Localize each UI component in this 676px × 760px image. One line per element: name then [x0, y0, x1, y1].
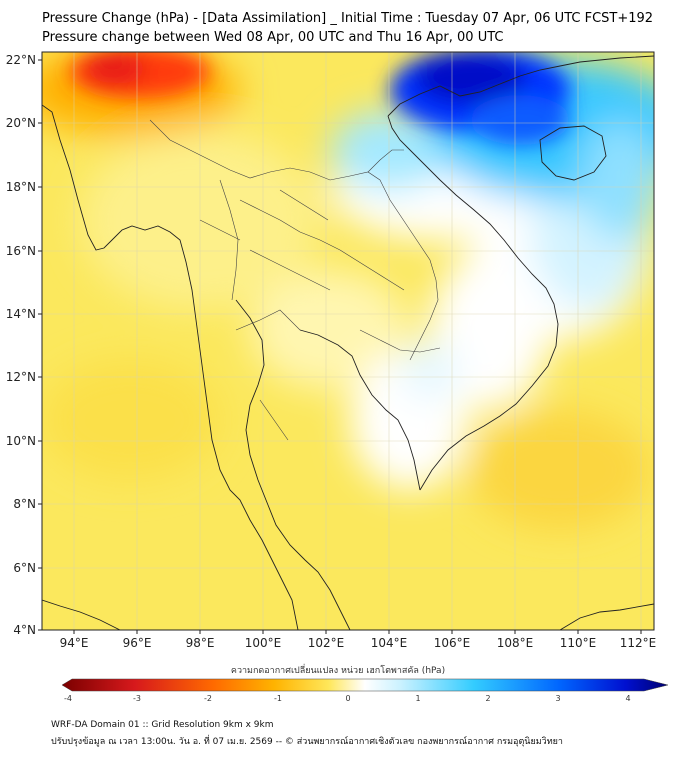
colorbar-tick: 0: [345, 694, 350, 703]
lon-label: 96°E: [123, 636, 152, 650]
colorbar-tick: -4: [64, 694, 72, 703]
colorbar-tick: 3: [555, 694, 560, 703]
lon-label: 94°E: [60, 636, 89, 650]
map-subtitle: Pressure change between Wed 08 Apr, 00 U…: [42, 30, 504, 45]
lat-label: 6°N: [13, 561, 36, 575]
borders: [149, 119, 441, 441]
plot-frame: [41, 51, 655, 631]
coastlines: [42, 55, 654, 630]
lon-label: 110°E: [560, 636, 597, 650]
footer-model-info: WRF-DA Domain 01 :: Grid Resolution 9km …: [51, 720, 274, 730]
lat-label: 12°N: [6, 370, 36, 384]
lat-label: 22°N: [6, 53, 36, 67]
lat-label: 18°N: [6, 180, 36, 194]
colorbar-title: ความกดอากาศเปลี่ยนแปลง หน่วย เฮกโตพาสคัล…: [230, 666, 446, 676]
lon-label: 104°E: [371, 636, 408, 650]
lon-label: 100°E: [245, 636, 282, 650]
lat-label: 14°N: [6, 307, 36, 321]
lon-label: 106°E: [434, 636, 471, 650]
footer-credit: ปรับปรุงข้อมูล ณ เวลา 13:00น. วัน อ. ที่…: [51, 737, 563, 747]
lat-label: 8°N: [13, 497, 36, 511]
colorbar-tick: -3: [133, 694, 141, 703]
lat-label: 16°N: [6, 244, 36, 258]
lon-label: 108°E: [497, 636, 534, 650]
lat-label: 10°N: [6, 434, 36, 448]
colorbar-tick: 2: [485, 694, 490, 703]
colorbar-tick: -2: [204, 694, 212, 703]
colorbar-tick: 4: [625, 694, 630, 703]
lat-label: 20°N: [6, 116, 36, 130]
lon-label: 98°E: [186, 636, 215, 650]
pressure-field: [42, 52, 654, 630]
colorbar: -4 -3 -2 -1 0 1 2 3 4: [61, 678, 669, 703]
lat-label: 4°N: [13, 623, 36, 637]
colorbar-tick: 1: [415, 694, 420, 703]
colorbar-tick: -1: [274, 694, 282, 703]
lon-label: 102°E: [308, 636, 345, 650]
lon-label: 112°E: [620, 636, 657, 650]
map-title: Pressure Change (hPa) - [Data Assimilati…: [42, 11, 654, 26]
